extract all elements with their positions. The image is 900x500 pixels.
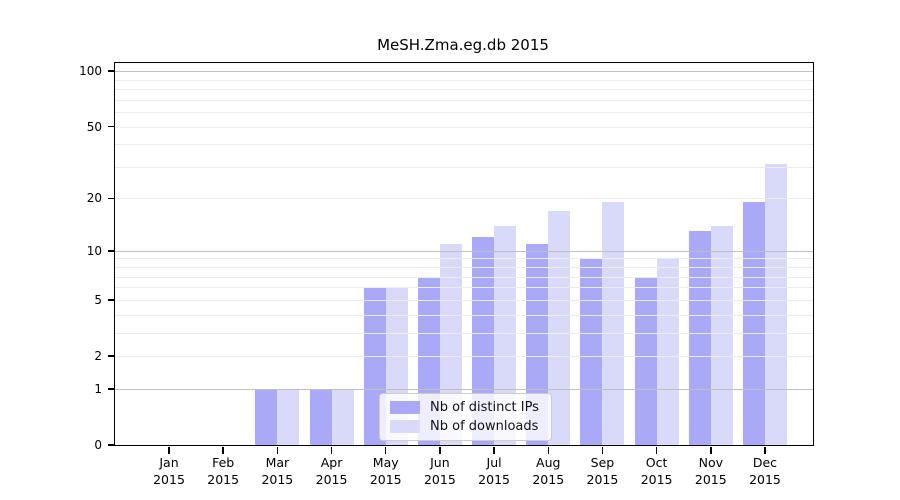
- y-axis-tick: [107, 70, 114, 72]
- minor-gridline: [115, 112, 813, 114]
- y-axis-tick: [107, 299, 114, 301]
- x-axis-tick: [493, 446, 495, 454]
- x-axis-tick: [222, 446, 224, 454]
- bar-distinct-ips-oct: [634, 276, 657, 445]
- minor-gridline: [115, 287, 813, 289]
- major-gridline: [115, 388, 813, 390]
- minor-gridline: [115, 198, 813, 200]
- minor-gridline: [115, 79, 813, 81]
- x-axis-tick-label-sep: Sep 2015: [586, 455, 619, 487]
- minor-gridline: [115, 166, 813, 168]
- plot-area: 0 1 2 5 10 20 50 100 Jan 2015 Feb 2015 Mar 2015 Apr 201…: [79, 62, 814, 487]
- x-axis-tick: [330, 446, 333, 454]
- minor-gridline: [115, 99, 813, 101]
- bar-distinct-ips-nov: [688, 231, 711, 445]
- legend: Nb of distinct IPs Nb of downloads: [379, 393, 552, 441]
- major-gridline: [115, 71, 813, 73]
- bar-downloads-mar: [277, 388, 300, 445]
- x-axis-tick-label-may: May 2015: [369, 455, 402, 487]
- y-axis-tick-label: 50: [86, 119, 102, 134]
- legend-swatch-downloads: [390, 420, 420, 433]
- minor-gridline: [115, 276, 813, 278]
- minor-gridline: [115, 126, 813, 128]
- x-axis-tick: [764, 446, 766, 454]
- legend-label-downloads: Nb of downloads: [430, 419, 539, 434]
- x-axis-tick-label-nov: Nov 2015: [694, 455, 727, 487]
- x-axis-tick: [655, 446, 658, 454]
- bar-downloads-oct: [656, 258, 679, 445]
- minor-gridline: [115, 267, 813, 269]
- legend-item-downloads: Nb of downloads: [390, 419, 539, 434]
- y-axis-tick: [107, 250, 114, 252]
- y-axis-tick-label: 1: [94, 381, 102, 396]
- bar-distinct-ips-apr: [309, 388, 332, 445]
- minor-gridline: [115, 144, 813, 146]
- x-axis-tick-label-apr: Apr 2015: [315, 455, 348, 487]
- x-axis-tick-label-jan: Jan 2015: [153, 455, 185, 487]
- minor-gridline: [115, 89, 813, 91]
- y-axis-tick-label: 100: [79, 64, 102, 79]
- y-axis-tick: [107, 388, 114, 390]
- x-axis-tick: [168, 446, 170, 454]
- bar-downloads-jul: [494, 225, 517, 445]
- y-axis-tick: [107, 125, 114, 128]
- minor-gridline: [115, 356, 813, 357]
- x-axis-tick: [276, 446, 279, 454]
- y-axis-tick-label: 2: [94, 349, 102, 363]
- bar-downloads-nov: [710, 225, 733, 445]
- x-axis-tick: [439, 446, 441, 454]
- x-axis-tick: [384, 446, 387, 454]
- x-axis-tick-label-jun: Jun 2015: [423, 455, 456, 487]
- x-axis-tick-label-jul: Jul 2015: [478, 455, 510, 487]
- minor-gridline: [115, 299, 813, 301]
- x-axis-tick-label-oct: Oct 2015: [640, 455, 673, 487]
- bar-downloads-sep: [602, 202, 625, 445]
- x-axis-tick-label-feb: Feb 2015: [207, 455, 240, 487]
- x-axis-tick-label-aug: Aug 2015: [532, 455, 565, 487]
- bar-distinct-ips-dec: [742, 202, 765, 445]
- minor-gridline: [115, 314, 813, 316]
- major-gridline: [115, 250, 813, 252]
- y-axis-tick-label: 5: [94, 292, 102, 307]
- x-axis-tick-label-dec: Dec 2015: [749, 455, 781, 487]
- bar-distinct-ips-sep: [580, 258, 603, 445]
- y-axis-tick-label: 20: [86, 191, 102, 206]
- chart-title: MeSH.Zma.eg.db 2015: [377, 36, 549, 54]
- legend-label-distinct-ips: Nb of distinct IPs: [430, 400, 539, 415]
- x-axis-tick: [547, 446, 549, 454]
- minor-gridline: [115, 258, 813, 260]
- bar-downloads-aug: [548, 210, 571, 445]
- y-axis-tick: [107, 197, 114, 200]
- x-axis-tick: [601, 446, 604, 454]
- y-axis-tick: [107, 444, 114, 446]
- bar-downloads-dec: [764, 164, 787, 445]
- y-axis-tick-label: 0: [94, 438, 102, 452]
- legend-swatch-distinct-ips: [390, 401, 420, 414]
- x-axis-tick: [710, 446, 712, 454]
- x-axis-tick-label-mar: Mar 2015: [261, 455, 294, 487]
- legend-item-distinct-ips: Nb of distinct IPs: [390, 400, 539, 415]
- minor-gridline: [115, 332, 813, 334]
- y-axis-tick-label: 10: [86, 243, 102, 258]
- bar-downloads-apr: [331, 388, 354, 445]
- y-axis-tick: [107, 355, 114, 357]
- bar-distinct-ips-mar: [255, 388, 278, 445]
